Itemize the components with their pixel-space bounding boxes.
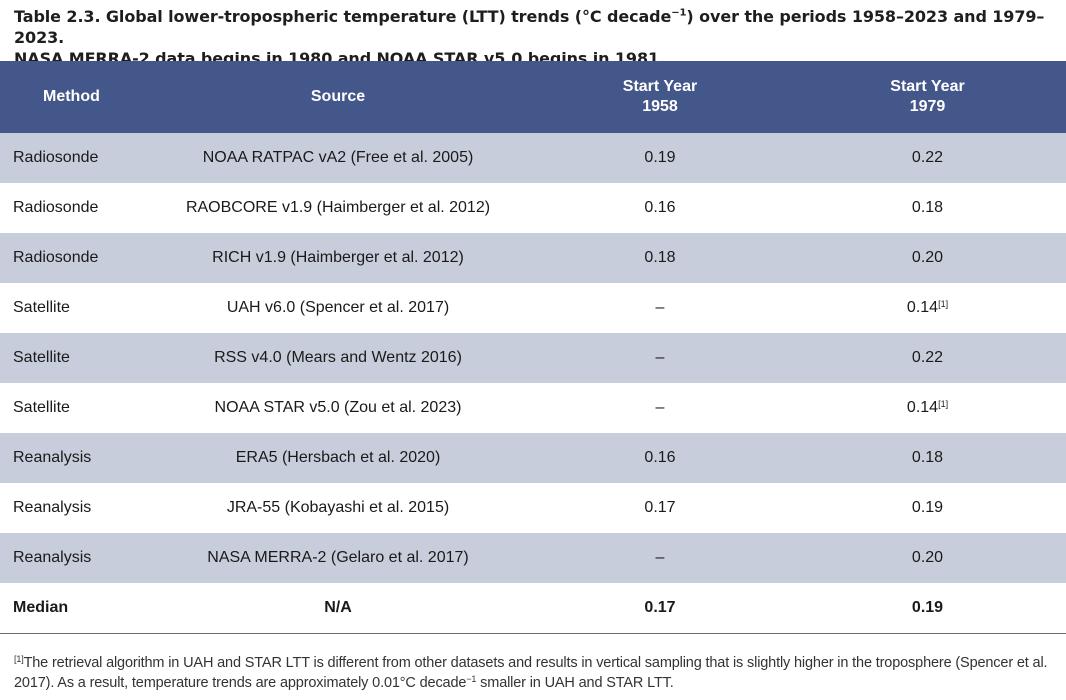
caption-line-2: NASA MERRA-2 data begins in 1980 and NOA… bbox=[14, 49, 666, 68]
caption-line-1: Table 2.3. Global lower-tropospheric tem… bbox=[14, 6, 1059, 48]
cell-1979: 0.14[1] bbox=[789, 283, 1066, 333]
header-source: Source bbox=[310, 88, 366, 105]
cell-1979-value: 0.14 bbox=[906, 299, 939, 316]
header-start-1958-year: 1958 bbox=[642, 98, 678, 115]
cell-source: RSS v4.0 (Mears and Wentz 2016) bbox=[214, 349, 462, 366]
caption-text: Table 2.3. Global lower-tropospheric tem… bbox=[14, 7, 672, 26]
footnote-text-end: smaller in UAH and STAR LTT. bbox=[476, 675, 674, 691]
cell-1979: 0.18 bbox=[789, 183, 1066, 233]
cell-1958: 0.18 bbox=[644, 249, 676, 266]
footnote-marker: [1] bbox=[938, 399, 949, 409]
cell-method: Satellite bbox=[13, 299, 70, 316]
cell-source: RICH v1.9 (Haimberger et al. 2012) bbox=[212, 249, 464, 266]
header-method: Method bbox=[43, 88, 100, 105]
median-row: Median N/A 0.17 0.19 bbox=[0, 583, 1066, 633]
cell-source: NASA MERRA-2 (Gelaro et al. 2017) bbox=[207, 549, 469, 566]
cell-source: NOAA STAR v5.0 (Zou et al. 2023) bbox=[214, 399, 462, 416]
header-row: Method Source Start Year 1958 Start Year 1… bbox=[0, 61, 1066, 133]
cell-1979-value: 0.20 bbox=[911, 249, 944, 266]
median-1958: 0.17 bbox=[644, 598, 676, 616]
header-start-1979-year: 1979 bbox=[909, 98, 946, 115]
header-start-1958: Start Year 1958 bbox=[531, 61, 789, 133]
cell-1979-value: 0.20 bbox=[911, 549, 944, 566]
cell-1979: 0.20 bbox=[789, 533, 1066, 583]
cell-source: RAOBCORE v1.9 (Haimberger et al. 2012) bbox=[185, 199, 491, 216]
cell-method: Radiosonde bbox=[13, 199, 99, 216]
cell-1979-value: 0.19 bbox=[911, 499, 944, 516]
table-row: Radiosonde NOAA RATPAC vA2 (Free et al. … bbox=[0, 133, 1066, 183]
footnote-superscript: −1 bbox=[466, 674, 477, 684]
cell-1979: 0.22 bbox=[789, 333, 1066, 383]
header-start-1979-label: Start Year bbox=[890, 78, 965, 95]
cell-1979-value: 0.18 bbox=[911, 449, 944, 466]
cell-1958: 0.17 bbox=[644, 499, 676, 516]
cell-method: Satellite bbox=[13, 399, 70, 416]
cell-1979-value: 0.14 bbox=[906, 399, 939, 416]
cell-1979: 0.22 bbox=[789, 133, 1066, 183]
table-body: Radiosonde NOAA RATPAC vA2 (Free et al. … bbox=[0, 133, 1066, 633]
cell-1979: 0.18 bbox=[789, 433, 1066, 483]
caption-text-end: ) over the periods 1958–2023 and 1979–20… bbox=[14, 7, 1045, 47]
cell-1958: 0.16 bbox=[644, 449, 676, 466]
cell-1958: – bbox=[655, 549, 665, 566]
cell-method: Satellite bbox=[13, 349, 70, 366]
cell-method: Radiosonde bbox=[13, 249, 99, 266]
cell-1979: 0.20 bbox=[789, 233, 1066, 283]
cell-1979: 0.19 bbox=[789, 483, 1066, 533]
cell-source: UAH v6.0 (Spencer et al. 2017) bbox=[226, 299, 450, 316]
footnote-marker: [1] bbox=[14, 654, 24, 664]
table-row: Satellite UAH v6.0 (Spencer et al. 2017)… bbox=[0, 283, 1066, 333]
table-header: Method Source Start Year 1958 Start Year 1… bbox=[0, 61, 1066, 133]
table-caption: Table 2.3. Global lower-tropospheric tem… bbox=[14, 6, 1059, 69]
cell-1979-value: 0.22 bbox=[911, 349, 944, 366]
cell-1958: – bbox=[655, 349, 665, 366]
median-source: N/A bbox=[324, 598, 352, 616]
table-footnote: [1]The retrieval algorithm in UAH and ST… bbox=[14, 653, 1059, 693]
table-row: Reanalysis ERA5 (Hersbach et al. 2020) 0… bbox=[0, 433, 1066, 483]
table-row: Satellite RSS v4.0 (Mears and Wentz 2016… bbox=[0, 333, 1066, 383]
median-1979: 0.19 bbox=[911, 598, 944, 616]
header-start-1958-label: Start Year bbox=[622, 78, 698, 95]
table-row: Satellite NOAA STAR v5.0 (Zou et al. 202… bbox=[0, 383, 1066, 433]
footnote-marker: [1] bbox=[938, 299, 949, 309]
ltt-trends-table: Method Source Start Year 1958 Start Year 1… bbox=[0, 61, 1066, 634]
table-row: Radiosonde RICH v1.9 (Haimberger et al. … bbox=[0, 233, 1066, 283]
cell-method: Reanalysis bbox=[13, 549, 92, 566]
cell-1979-value: 0.18 bbox=[911, 199, 944, 216]
footnote-text: The retrieval algorithm in UAH and STAR … bbox=[14, 655, 1048, 691]
cell-1979-value: 0.22 bbox=[911, 149, 944, 166]
caption-superscript: −1 bbox=[671, 7, 687, 19]
cell-1979: 0.14[1] bbox=[789, 383, 1066, 433]
cell-method: Reanalysis bbox=[13, 499, 92, 516]
median-label: Median bbox=[13, 598, 69, 616]
cell-source: ERA5 (Hersbach et al. 2020) bbox=[235, 449, 441, 466]
cell-1958: – bbox=[655, 399, 665, 416]
header-start-1979: Start Year 1979 bbox=[789, 61, 1066, 133]
table-row: Reanalysis NASA MERRA-2 (Gelaro et al. 2… bbox=[0, 533, 1066, 583]
cell-1958: – bbox=[655, 299, 665, 316]
cell-source: NOAA RATPAC vA2 (Free et al. 2005) bbox=[202, 149, 474, 166]
cell-1958: 0.19 bbox=[644, 149, 676, 166]
cell-method: Reanalysis bbox=[13, 449, 92, 466]
table-row: Radiosonde RAOBCORE v1.9 (Haimberger et … bbox=[0, 183, 1066, 233]
cell-source: JRA-55 (Kobayashi et al. 2015) bbox=[226, 499, 450, 516]
cell-1958: 0.16 bbox=[644, 199, 676, 216]
table-row: Reanalysis JRA-55 (Kobayashi et al. 2015… bbox=[0, 483, 1066, 533]
cell-method: Radiosonde bbox=[13, 149, 99, 166]
